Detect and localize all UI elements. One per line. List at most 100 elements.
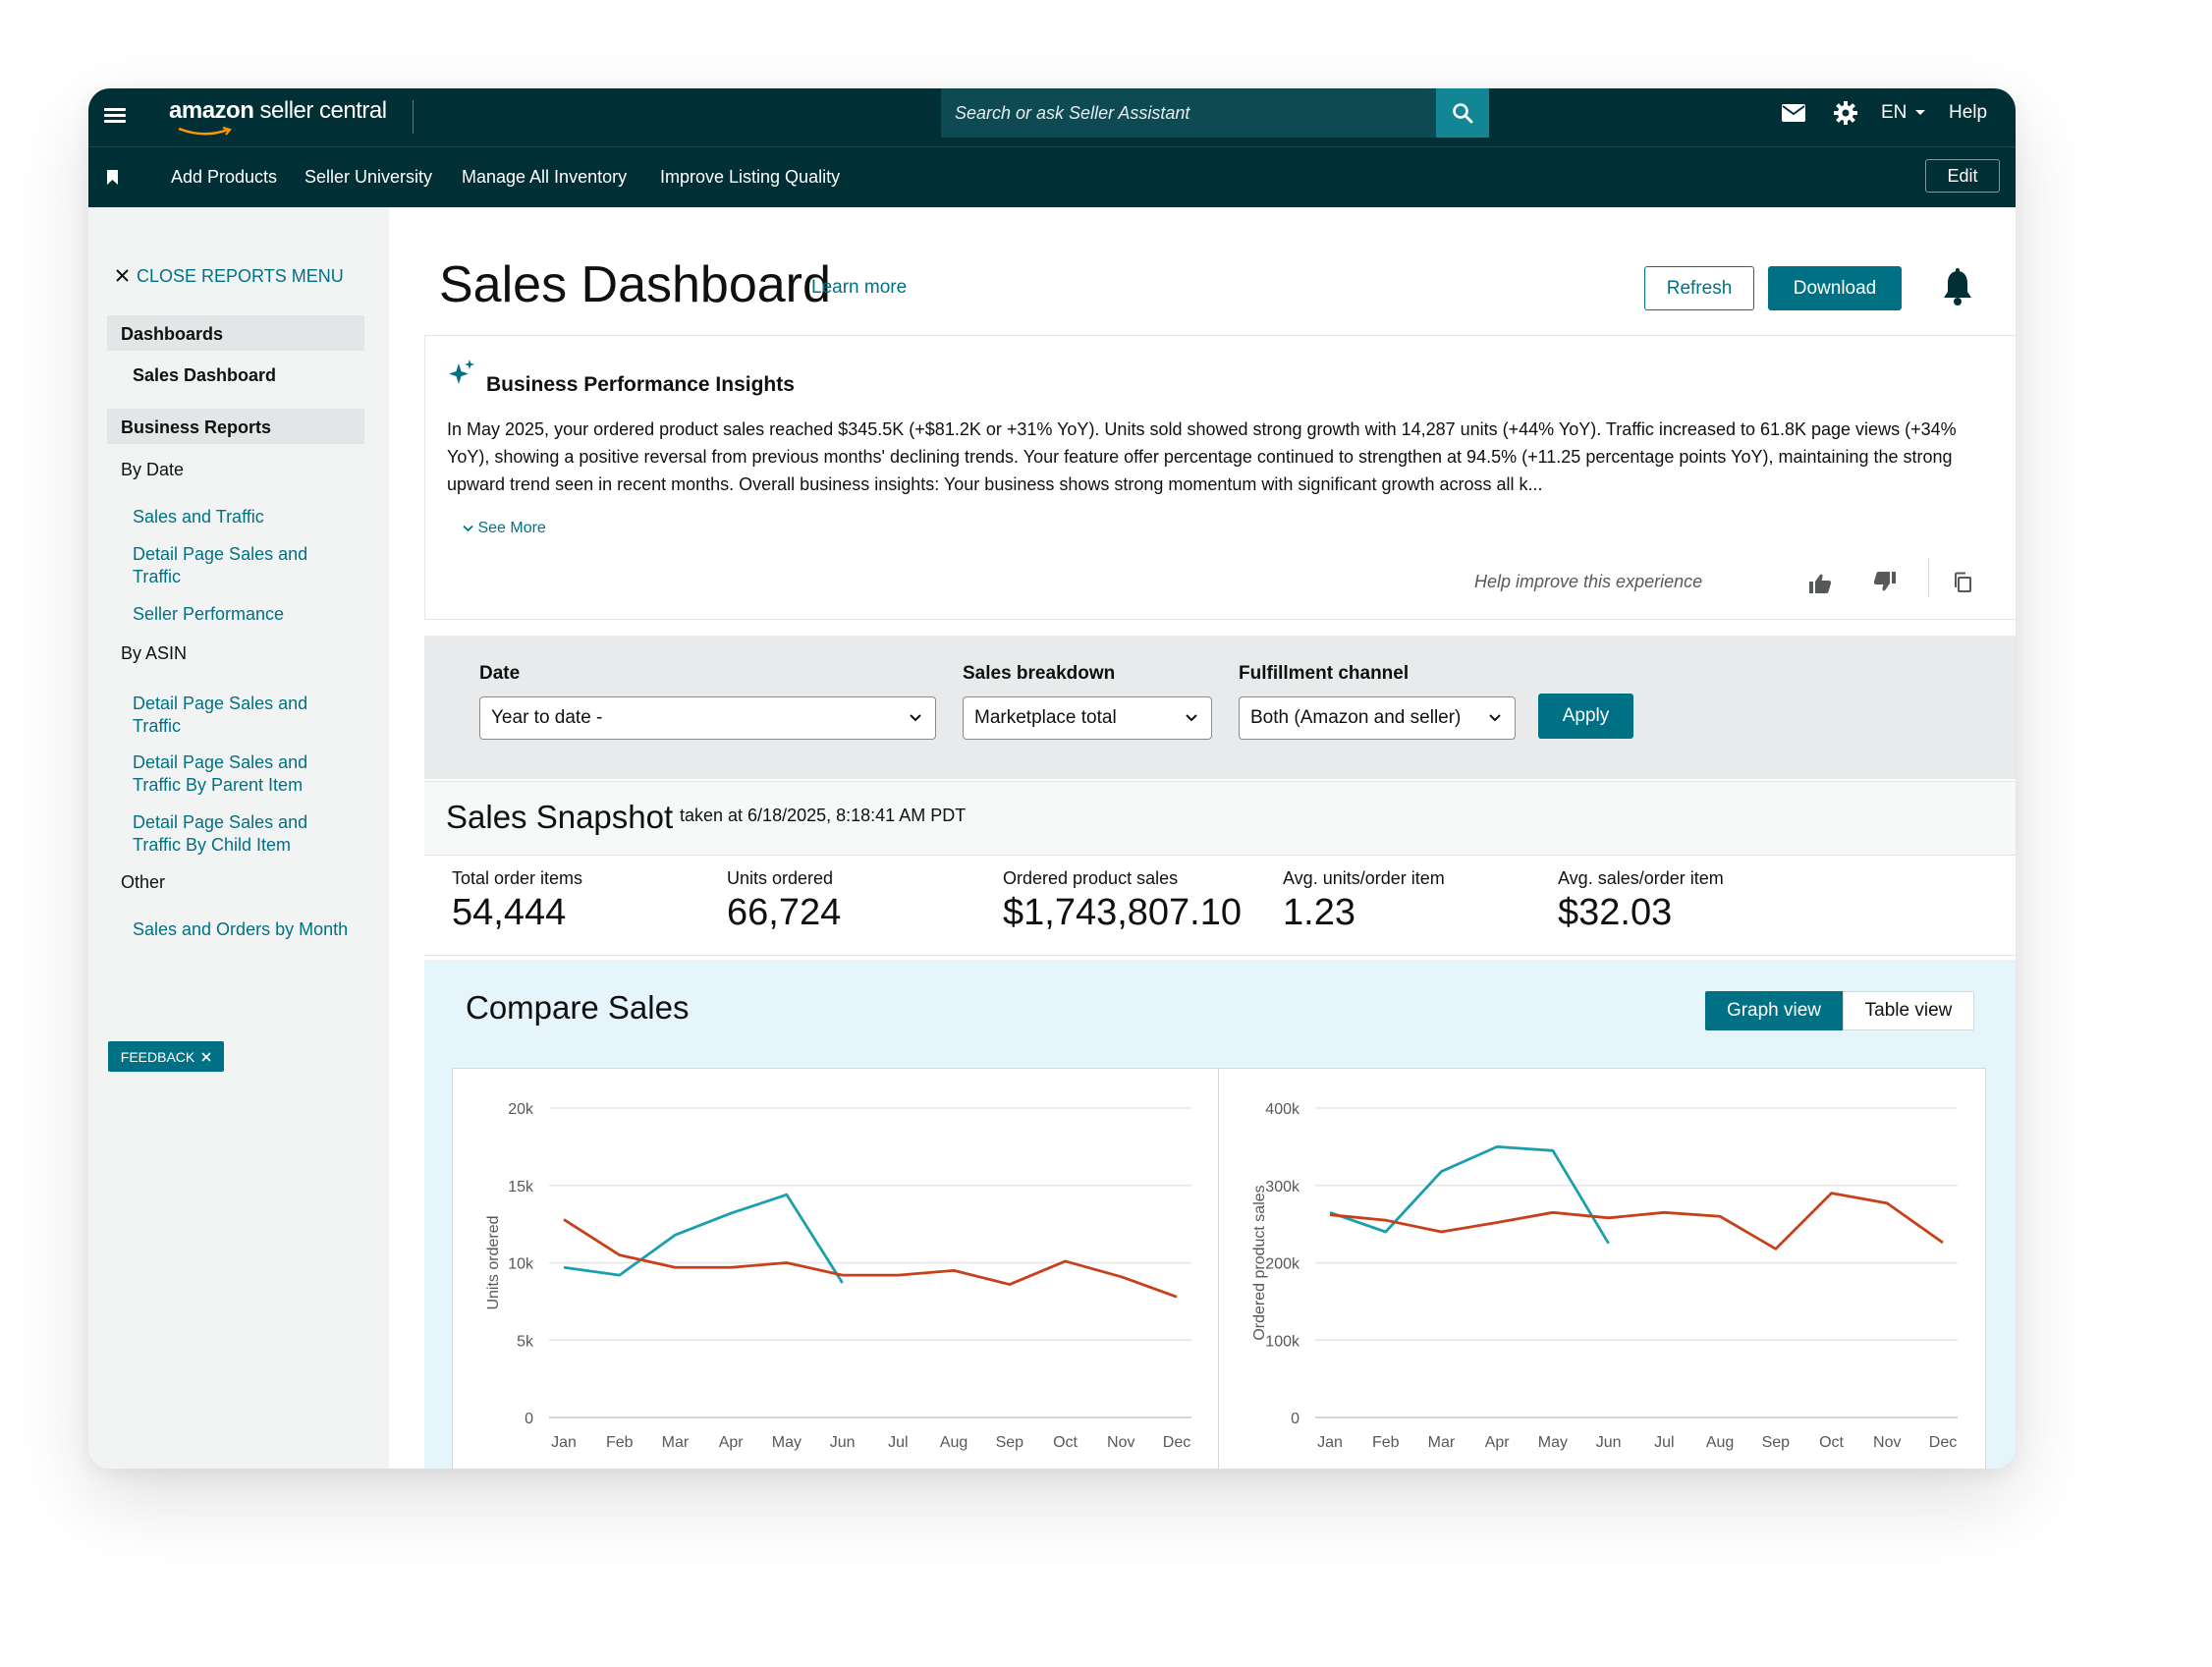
app-window: amazon seller central EN Help Add Produc… [88,88,2016,1469]
sidebar-item-asin-detail-page-sales-traffic[interactable]: Detail Page Sales and Traffic [133,694,308,736]
language-label: EN [1881,102,1908,123]
logo-divider [413,100,414,134]
x-tick-label: Dec [1929,1434,1957,1451]
y-tick-label: 200k [1265,1256,1300,1273]
close-icon[interactable] [201,1051,211,1062]
insights-title: Business Performance Insights [486,373,795,396]
sidebar-section-dashboards: Dashboards [107,315,364,351]
sparkle-icon [449,360,474,384]
x-tick-label: Feb [1372,1434,1400,1451]
x-tick-label: Dec [1163,1434,1190,1451]
search-input[interactable] [941,88,1436,138]
fulfillment-channel-label: Fulfillment channel [1239,663,1410,684]
chevron-down-icon [1489,714,1501,722]
x-tick-label: May [1538,1434,1568,1451]
fulfillment-channel-select[interactable]: Both (Amazon and seller) [1239,696,1516,740]
feedback-button[interactable]: FEEDBACK [108,1041,224,1072]
refresh-button[interactable]: Refresh [1644,266,1754,310]
sidebar-section-business-reports: Business Reports [107,409,364,444]
snapshot-header: Sales Snapshot taken at 6/18/2025, 8:18:… [424,782,2016,856]
gear-icon[interactable] [1833,100,1858,126]
thumbs-up-icon[interactable] [1808,573,1832,594]
ordered-product-sales-chart: 0 100k 200k 300k 400k Jan Feb Mar Apr May Jun Jul Au… [1251,1101,1958,1451]
sidebar-item-detail-page-parent-item[interactable]: Detail Page Sales and Traffic By Parent … [133,752,308,795]
x-tick-label: Jul [888,1434,908,1451]
sidebar-group-by-asin: By ASIN [121,643,188,663]
caret-down-icon [1915,110,1926,115]
x-tick-label: Sep [1762,1434,1791,1451]
units-ordered-chart-panel: 0 5k 10k 15k 20k Jan Feb Mar Apr May Jun Jul Aug Sep O… [452,1068,1220,1469]
snapshot-title: Sales Snapshot [446,799,674,835]
date-select[interactable]: Year to date - [479,696,936,740]
sidebar-item-seller-performance[interactable]: Seller Performance [133,604,285,624]
x-tick-label: Jul [1654,1434,1674,1451]
x-tick-label: Apr [719,1434,745,1451]
hamburger-menu-icon[interactable] [104,105,126,129]
nav-improve-listing-quality[interactable]: Improve Listing Quality [660,167,841,187]
insights-text: In May 2025, your ordered product sales … [447,419,1957,494]
metric-value-ordered-product-sales: $1,743,807.10 [1003,892,1243,933]
download-button[interactable]: Download [1768,266,1902,310]
sidebar-item-sales-dashboard[interactable]: Sales Dashboard [133,365,277,385]
x-tick-label: Jun [1596,1434,1622,1451]
thumbs-down-icon[interactable] [1873,571,1897,592]
bell-icon[interactable] [1941,268,1974,307]
apply-button[interactable]: Apply [1538,694,1633,739]
x-tick-label: Aug [1706,1434,1734,1451]
sidebar-item-sales-and-traffic[interactable]: Sales and Traffic [133,507,264,527]
sidebar-item-detail-page-sales-traffic[interactable]: Detail Page Sales and Traffic [133,544,308,586]
help-link[interactable]: Help [1949,102,1988,123]
sales-breakdown-select[interactable]: Marketplace total [963,696,1212,740]
metric-label-total-order-items: Total order items [452,868,583,888]
top-bar: amazon seller central EN Help [88,88,2016,146]
x-tick-label: May [772,1434,802,1451]
x-tick-label: Nov [1873,1434,1901,1451]
filter-bar: Date Year to date - Sales breakdown Mark… [424,636,2016,779]
table-view-button[interactable]: Table view [1843,991,1974,1030]
close-icon [116,269,129,282]
bookmark-icon[interactable] [106,169,119,186]
metric-value-total-order-items: 54,444 [452,892,567,933]
x-tick-label: Oct [1819,1434,1844,1451]
x-tick-label: Aug [940,1434,968,1451]
x-tick-label: Sep [996,1434,1024,1451]
nav-add-products[interactable]: Add Products [171,167,278,187]
business-insights-panel: Business Performance Insights In May 202… [424,335,2016,620]
help-improve-text: Help improve this experience [1474,572,1703,591]
compare-sales-panel: Compare Sales Graph view Table view 0 5k 1… [424,960,2016,1469]
search-button[interactable] [1436,88,1489,138]
graph-view-button[interactable]: Graph view [1705,991,1843,1030]
chevron-down-icon [910,714,921,722]
see-more-link[interactable]: See More [463,520,546,537]
language-selector[interactable]: EN [1881,88,1926,138]
y-tick-label: 20k [508,1101,534,1118]
metric-value-avg-units-order-item: 1.23 [1283,892,1355,933]
units-ordered-chart: 0 5k 10k 15k 20k Jan Feb Mar Apr May Jun Jul Aug Sep O… [485,1101,1191,1451]
date-filter-label: Date [479,663,521,684]
metric-label-units-ordered: Units ordered [727,868,834,888]
x-tick-label: Feb [606,1434,634,1451]
copy-icon[interactable] [1953,572,1972,593]
sales-snapshot-panel: Sales Snapshot taken at 6/18/2025, 8:18:… [424,781,2016,956]
chevron-down-icon [1186,714,1197,722]
y-tick-label: 300k [1265,1179,1300,1195]
nav-seller-university[interactable]: Seller University [304,167,433,187]
divider [1928,558,1929,597]
logo[interactable]: amazon seller central [169,97,387,137]
x-tick-label: Mar [1428,1434,1456,1451]
reports-sidebar: CLOSE REPORTS MENU Dashboards Sales Dash… [88,207,389,1469]
compare-sales-title: Compare Sales [466,989,690,1026]
edit-button[interactable]: Edit [1925,159,2000,193]
mail-icon[interactable] [1781,102,1806,124]
logo-product: seller central [253,97,388,124]
x-tick-label: Nov [1107,1434,1134,1451]
close-reports-menu-button[interactable]: CLOSE REPORTS MENU [116,266,344,287]
learn-more-link[interactable]: Learn more [811,277,908,298]
x-tick-label: Mar [662,1434,690,1451]
sidebar-item-detail-page-child-item[interactable]: Detail Page Sales and Traffic By Child I… [133,812,308,855]
sidebar-item-sales-orders-by-month[interactable]: Sales and Orders by Month [133,919,349,939]
sidebar-group-by-date: By Date [121,460,185,479]
nav-manage-all-inventory[interactable]: Manage All Inventory [462,167,628,187]
date-select-value: Year to date - [491,707,603,728]
close-reports-menu-label: CLOSE REPORTS MENU [137,266,344,286]
